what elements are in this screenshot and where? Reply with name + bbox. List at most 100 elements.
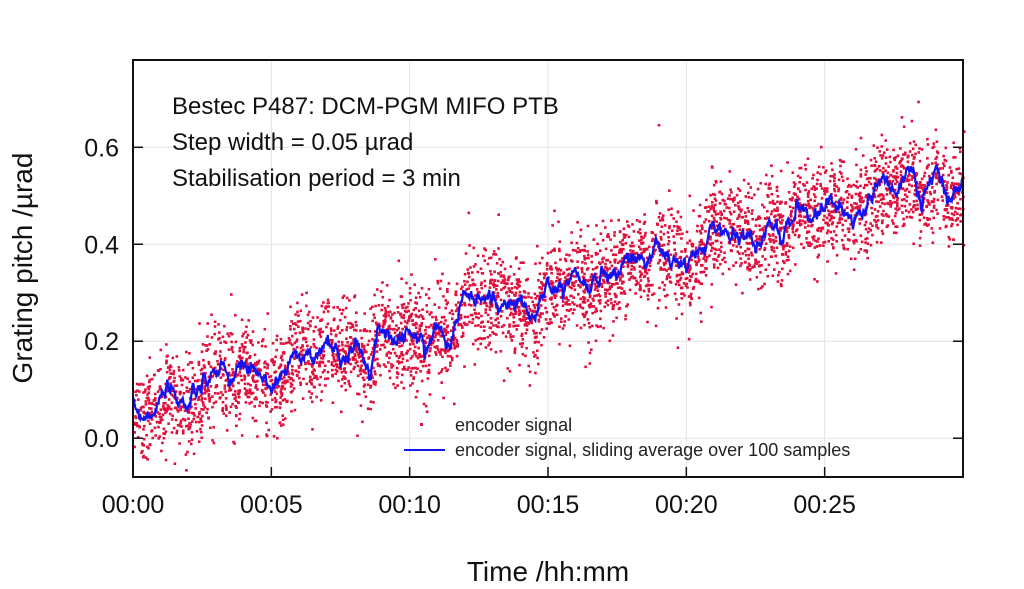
scatter-point bbox=[296, 373, 299, 377]
scatter-point bbox=[165, 355, 169, 358]
scatter-point bbox=[162, 436, 166, 440]
scatter-point bbox=[894, 166, 897, 169]
scatter-point bbox=[807, 202, 810, 206]
scatter-point bbox=[321, 357, 325, 360]
scatter-point bbox=[512, 316, 516, 319]
scatter-point bbox=[351, 323, 354, 327]
scatter-point bbox=[429, 343, 433, 347]
scatter-point bbox=[923, 184, 927, 187]
scatter-point bbox=[699, 232, 703, 235]
scatter-point bbox=[528, 308, 531, 311]
scatter-point bbox=[400, 303, 404, 307]
scatter-point bbox=[798, 202, 801, 205]
scatter-point bbox=[322, 310, 326, 314]
scatter-point bbox=[634, 283, 638, 287]
scatter-point bbox=[371, 319, 374, 323]
scatter-point bbox=[891, 179, 895, 183]
scatter-point bbox=[729, 231, 732, 235]
scatter-point bbox=[620, 287, 624, 290]
scatter-point bbox=[217, 338, 220, 341]
scatter-point bbox=[931, 241, 935, 244]
scatter-point bbox=[414, 371, 418, 374]
scatter-point bbox=[180, 377, 183, 380]
scatter-point bbox=[835, 254, 839, 257]
scatter-point bbox=[945, 183, 948, 187]
scatter-point bbox=[226, 332, 229, 336]
scatter-point bbox=[418, 327, 421, 330]
scatter-point bbox=[414, 296, 418, 299]
scatter-point bbox=[812, 235, 816, 238]
scatter-point bbox=[538, 286, 541, 289]
scatter-point bbox=[638, 265, 642, 268]
scatter-point bbox=[761, 285, 764, 288]
scatter-point bbox=[457, 323, 460, 327]
scatter-point bbox=[863, 223, 867, 227]
scatter-point bbox=[719, 210, 722, 214]
scatter-point bbox=[785, 230, 789, 233]
scatter-point bbox=[202, 408, 205, 411]
scatter-point bbox=[714, 203, 717, 207]
scatter-point bbox=[291, 334, 294, 338]
scatter-point bbox=[916, 203, 919, 207]
scatter-point bbox=[845, 206, 849, 209]
scatter-point bbox=[613, 245, 617, 249]
scatter-point bbox=[311, 400, 314, 404]
scatter-point bbox=[488, 305, 491, 309]
scatter-point bbox=[869, 222, 872, 225]
scatter-point bbox=[518, 294, 521, 297]
scatter-point bbox=[626, 220, 629, 223]
scatter-point bbox=[460, 287, 463, 291]
scatter-point bbox=[762, 238, 766, 242]
scatter-point bbox=[678, 283, 681, 287]
scatter-point bbox=[301, 330, 305, 334]
scatter-point bbox=[816, 229, 820, 232]
scatter-point bbox=[747, 262, 751, 266]
scatter-point bbox=[363, 312, 366, 315]
scatter-point bbox=[815, 204, 819, 207]
scatter-point bbox=[157, 369, 160, 372]
scatter-point bbox=[873, 195, 877, 199]
scatter-point bbox=[500, 325, 504, 329]
scatter-point bbox=[396, 311, 400, 314]
scatter-point bbox=[289, 325, 292, 328]
scatter-point bbox=[926, 199, 929, 202]
scatter-point bbox=[842, 160, 845, 164]
scatter-point bbox=[488, 300, 492, 304]
scatter-point bbox=[873, 218, 876, 222]
scatter-point bbox=[651, 283, 654, 287]
scatter-point bbox=[926, 137, 929, 141]
scatter-point bbox=[544, 318, 548, 321]
scatter-point bbox=[798, 190, 802, 193]
scatter-point bbox=[668, 225, 671, 228]
scatter-point bbox=[679, 215, 683, 219]
scatter-point bbox=[741, 252, 745, 255]
scatter-point bbox=[599, 309, 603, 313]
scatter-point bbox=[502, 279, 506, 283]
scatter-point bbox=[932, 142, 936, 145]
scatter-point bbox=[387, 327, 391, 331]
scatter-point bbox=[134, 416, 138, 420]
scatter-point bbox=[307, 362, 311, 365]
scatter-point bbox=[936, 212, 939, 215]
scatter-point bbox=[583, 254, 586, 258]
scatter-point bbox=[309, 346, 313, 349]
scatter-point bbox=[811, 177, 814, 180]
scatter-point bbox=[448, 311, 452, 315]
scatter-point bbox=[847, 193, 851, 196]
scatter-point bbox=[280, 354, 284, 358]
scatter-point bbox=[393, 327, 396, 331]
scatter-point bbox=[374, 321, 378, 324]
scatter-point bbox=[948, 216, 951, 220]
scatter-point bbox=[183, 418, 187, 422]
scatter-point bbox=[587, 341, 590, 344]
scatter-point bbox=[366, 407, 370, 410]
scatter-point bbox=[444, 299, 448, 302]
scatter-point bbox=[767, 187, 771, 190]
scatter-point bbox=[245, 336, 249, 339]
scatter-point bbox=[656, 306, 660, 310]
scatter-point bbox=[579, 297, 582, 301]
scatter-point bbox=[617, 307, 621, 311]
scatter-point bbox=[260, 344, 264, 348]
scatter-point bbox=[882, 209, 885, 213]
scatter-point bbox=[308, 390, 311, 393]
